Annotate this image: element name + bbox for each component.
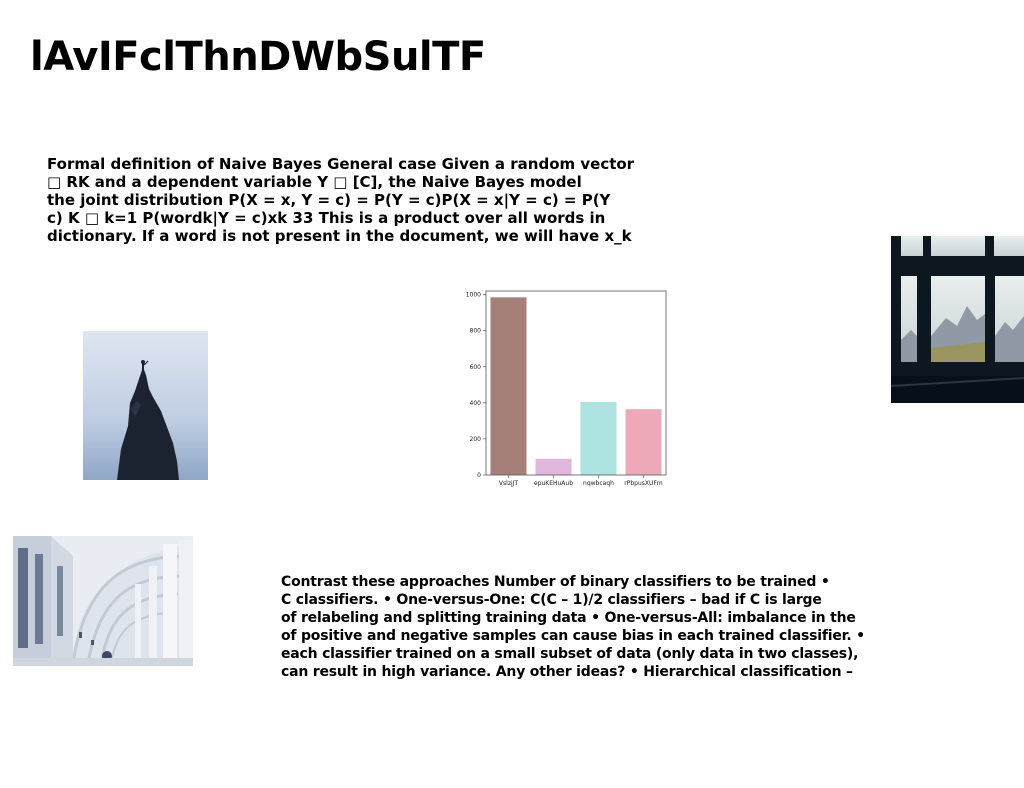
x-tick-label: rPbpusXUFm bbox=[624, 480, 663, 487]
y-tick-label: 600 bbox=[470, 364, 482, 371]
paragraph-line: dictionary. If a word is not present in … bbox=[47, 227, 632, 245]
y-tick-label: 400 bbox=[470, 400, 482, 407]
x-tick-label: nqwbcaqh bbox=[583, 480, 614, 487]
arched-corridor-photo bbox=[13, 536, 193, 666]
bar bbox=[535, 458, 572, 475]
bar-chart: 0 200 400 600 800 1000 VslzjJT epuKEHuAub nqwbca… bbox=[462, 285, 672, 490]
y-tick-label: 1000 bbox=[466, 292, 481, 299]
climber-photo bbox=[83, 331, 208, 480]
paragraph-line: Contrast these approaches Number of bina… bbox=[281, 574, 830, 590]
plot-frame bbox=[485, 290, 667, 476]
y-tick-label: 0 bbox=[477, 472, 481, 479]
bar bbox=[625, 409, 662, 475]
naive-bayes-paragraph: Formal definition of Naive Bayes General… bbox=[47, 155, 687, 245]
paragraph-line: Formal definition of Naive Bayes General… bbox=[47, 155, 635, 173]
paragraph-line: of relabeling and splitting training dat… bbox=[281, 610, 856, 626]
classification-paragraph: Contrast these approaches Number of bina… bbox=[281, 573, 921, 681]
paragraph-line: of positive and negative samples can cau… bbox=[281, 628, 865, 644]
window-photo bbox=[891, 236, 1024, 403]
paragraph-line: each classifier trained on a small subse… bbox=[281, 646, 859, 662]
paragraph-line: C classifiers. • One-versus-One: C(C – 1… bbox=[281, 592, 822, 608]
slide-title: lAvIFclThnDWbSulTF bbox=[30, 34, 486, 80]
paragraph-line: c) K □ k=1 P(wordk|Y = c)xk 33 This is a… bbox=[47, 209, 606, 227]
paragraph-line: □ RK and a dependent variable Y □ [C], t… bbox=[47, 173, 582, 191]
y-tick-label: 200 bbox=[470, 436, 482, 443]
bar bbox=[580, 401, 617, 475]
x-tick-label: VslzjJT bbox=[499, 480, 518, 487]
bar-chart-svg: 0 200 400 600 800 1000 VslzjJT epuKEHuAub nqwbca… bbox=[466, 290, 667, 487]
bar bbox=[490, 297, 527, 475]
paragraph-line: can result in high variance. Any other i… bbox=[281, 664, 853, 680]
x-tick-label: epuKEHuAub bbox=[534, 480, 573, 487]
paragraph-line: the joint distribution P(X = x, Y = c) =… bbox=[47, 191, 611, 209]
y-tick-label: 800 bbox=[470, 328, 482, 335]
